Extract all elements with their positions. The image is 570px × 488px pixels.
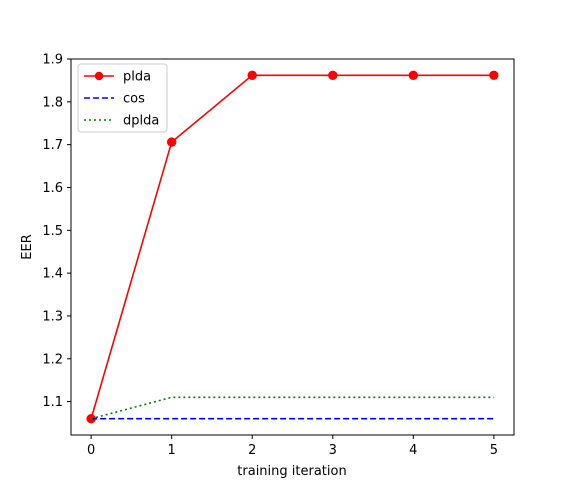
y-tick-label: 1.3	[42, 309, 63, 324]
y-tick-label: 1.1	[42, 395, 63, 410]
series-point-plda	[166, 137, 177, 147]
series-line-plda	[90, 74, 494, 419]
series-point-plda	[489, 70, 499, 80]
x-tick-label: 5	[490, 443, 498, 458]
x-tick-label: 1	[168, 443, 176, 458]
x-tick-label: 0	[87, 443, 95, 458]
x-tick-label: 2	[248, 443, 256, 458]
series-point-plda	[328, 70, 338, 80]
y-tick-label: 1.2	[42, 352, 63, 367]
x-axis-label: training iteration	[237, 464, 346, 479]
x-tick-label: 4	[409, 443, 417, 458]
legend-label: cos	[123, 92, 145, 107]
series-point-plda	[408, 70, 419, 80]
legend-box	[77, 63, 168, 133]
plot-frame	[70, 58, 515, 436]
series-layer	[86, 70, 499, 424]
y-tick-label: 1.4	[42, 267, 63, 282]
tick-layer: 0 1 2 3 4 5 1.1 1.2 1.3 1.4 1.5 1.6 1.7 1.8 1.9	[42, 53, 498, 459]
y-tick-label: 1.7	[42, 138, 63, 153]
series-point-plda	[247, 70, 257, 80]
legend: plda cos dplda	[77, 63, 168, 133]
y-tick-label: 1.5	[42, 224, 63, 239]
y-tick-label: 1.9	[42, 53, 63, 68]
y-tick-label: 1.8	[42, 95, 63, 110]
x-tick-label: 3	[329, 443, 337, 458]
y-tick-label: 1.6	[42, 181, 63, 196]
legend-marker-plda	[94, 71, 104, 81]
legend-label: dplda	[123, 114, 159, 129]
legend-label: plda	[123, 70, 151, 85]
y-axis-label: EER	[20, 234, 35, 259]
